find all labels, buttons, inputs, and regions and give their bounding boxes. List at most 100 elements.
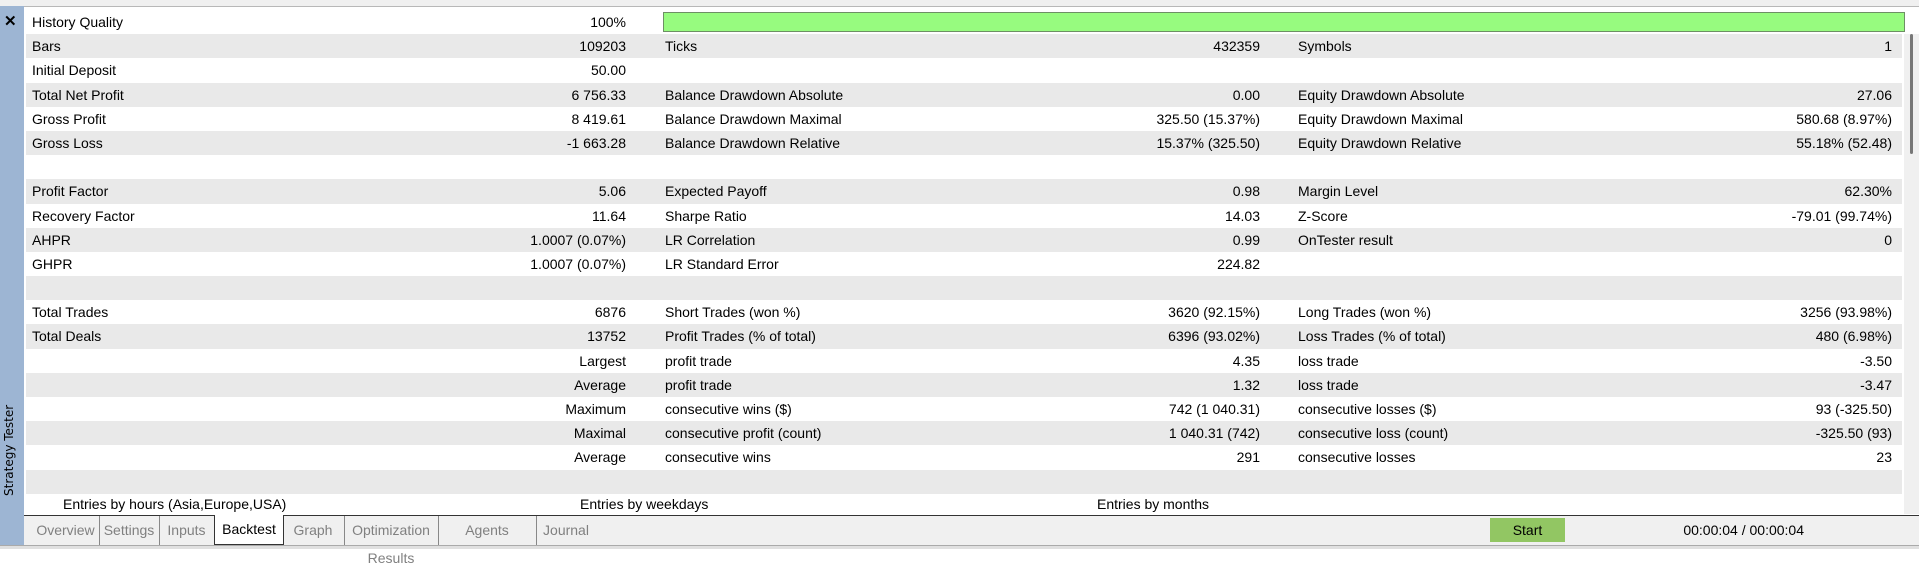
tab-graph[interactable]: Graph	[282, 516, 345, 545]
report-row: Maximum consecutive wins ($) 742 (1 040.31…	[26, 397, 1902, 421]
start-button[interactable]: Start	[1490, 518, 1565, 542]
stat-value: -3.50	[1860, 352, 1892, 369]
report-row: Initial Deposit 50.00	[26, 58, 1902, 82]
stat-value: -79.01 (99.74%)	[1791, 207, 1892, 224]
stat-value: 480 (6.98%)	[1815, 328, 1892, 345]
stat-value: 11.64	[592, 207, 626, 224]
entries-by-months-heading: Entries by months	[1097, 496, 1210, 512]
stat-label: Short Trades (won %)	[665, 304, 801, 321]
stat-value: 50.00	[590, 62, 626, 79]
stat-label: Profit Trades (% of total)	[665, 328, 816, 345]
stat-value: 1 040.31 (742)	[1168, 425, 1260, 442]
stat-label: Expected Payoff	[665, 183, 767, 200]
stat-value: 3256 (93.98%)	[1800, 304, 1892, 321]
tab-settings[interactable]: Settings	[99, 516, 160, 545]
stat-value: -3.47	[1860, 376, 1892, 393]
stat-value: Average	[574, 376, 626, 393]
stat-value: 0	[1884, 231, 1892, 248]
tab-overview[interactable]: Overview	[32, 516, 100, 545]
stat-label: Bars	[32, 38, 61, 55]
stat-value: 27.06	[1856, 86, 1892, 103]
stat-label: Balance Drawdown Absolute	[665, 86, 844, 103]
stat-value: 3620 (92.15%)	[1168, 304, 1260, 321]
report-row: GHPR 1.0007 (0.07%) LR Standard Error 224.8…	[26, 252, 1902, 276]
report-row	[26, 276, 1902, 301]
tab-optimization-results[interactable]: Optimization Results	[344, 516, 439, 566]
stat-value: 224.82	[1217, 255, 1260, 272]
scrollbar-thumb[interactable]	[1910, 34, 1913, 154]
stat-value: 0.98	[1232, 183, 1260, 200]
tab-backtest[interactable]: Backtest	[214, 515, 284, 545]
stat-label: Gross Loss	[32, 134, 103, 151]
stat-label: Total Deals	[32, 328, 102, 345]
stat-label: consecutive wins ($)	[665, 401, 792, 417]
report-row: Average profit trade 1.32 loss trade -3.47	[26, 372, 1902, 397]
stat-value: 580.68 (8.97%)	[1796, 110, 1892, 127]
stat-value: 62.30%	[1844, 183, 1892, 200]
stat-label: Symbols	[1298, 38, 1352, 55]
bottom-border	[0, 545, 1919, 549]
stat-value: 0.00	[1232, 86, 1260, 103]
stat-label: Balance Drawdown Relative	[665, 134, 841, 151]
stat-label: Total Trades	[32, 304, 109, 321]
stat-label: GHPR	[32, 255, 73, 272]
stat-label: LR Correlation	[665, 231, 756, 248]
stat-value: 1.0007 (0.07%)	[530, 231, 626, 248]
stat-label: profit trade	[665, 376, 732, 393]
stat-label: Margin Level	[1298, 183, 1379, 200]
stat-label: consecutive losses ($)	[1298, 401, 1437, 417]
report-row: Total Trades 6876 Short Trades (won %) 3620…	[26, 300, 1902, 324]
stat-label: Ticks	[665, 38, 698, 55]
tab-inputs[interactable]: Inputs	[167, 522, 206, 538]
stat-value: 4.35	[1232, 352, 1260, 369]
stat-label: Equity Drawdown Maximal	[1298, 110, 1463, 127]
stat-value: 8 419.61	[571, 110, 627, 127]
stat-label: Balance Drawdown Maximal	[665, 110, 842, 127]
stat-value: 0.99	[1232, 231, 1260, 248]
elapsed-timer: 00:00:04 / 00:00:04	[1683, 522, 1804, 538]
stat-label: Loss Trades (% of total)	[1298, 328, 1446, 345]
stat-value: Maximum	[565, 401, 626, 417]
stat-value: 14.03	[1224, 207, 1260, 224]
history-quality-label: History Quality	[32, 14, 124, 30]
stat-value: 23	[1876, 449, 1892, 466]
stat-value: 6396 (93.02%)	[1168, 328, 1260, 345]
stat-value: 1.32	[1232, 376, 1260, 393]
tab-journal[interactable]: Journal	[543, 522, 589, 538]
report-row: Largest profit trade 4.35 loss trade -3.50	[26, 349, 1902, 373]
stat-label: OnTester result	[1298, 231, 1393, 248]
report-row	[26, 155, 1902, 179]
report-row: Total Net Profit 6 756.33 Balance Drawdown…	[26, 82, 1902, 107]
history-quality-value: 100%	[590, 14, 626, 30]
tab-bar: Overview Settings Inputs Backtest Graph Optim…	[24, 515, 1919, 566]
chart-headings: Entries by hours (Asia,Europe,USA) Entri…	[26, 496, 1902, 514]
stat-label: consecutive losses	[1298, 449, 1416, 466]
history-quality-bar	[663, 12, 1905, 32]
stat-value: Maximal	[573, 425, 626, 442]
backtest-report: History Quality 100% Bars 109203 Ticks 4323…	[26, 10, 1905, 494]
stat-label: loss trade	[1298, 352, 1359, 369]
stat-value: 1.0007 (0.07%)	[530, 255, 626, 272]
stat-label: Gross Profit	[32, 110, 106, 127]
history-quality-row: History Quality 100%	[26, 10, 1905, 34]
report-row: Gross Profit 8 419.61 Balance Drawdown Max…	[26, 107, 1902, 131]
stat-label: consecutive wins	[665, 449, 771, 466]
stat-value: 55.18% (52.48)	[1796, 134, 1892, 151]
stat-label: Profit Factor	[32, 183, 109, 200]
stat-label: Equity Drawdown Relative	[1298, 134, 1462, 151]
stat-label: Initial Deposit	[32, 62, 117, 79]
stat-label: consecutive profit (count)	[665, 425, 822, 442]
tab-agents[interactable]: Agents	[438, 516, 537, 545]
vertical-scrollbar[interactable]	[1904, 34, 1919, 514]
stat-value: -1 663.28	[566, 134, 626, 151]
report-row: Maximal consecutive profit (count) 1 040.3…	[26, 421, 1902, 446]
stat-value: 109203	[579, 38, 626, 55]
stat-value: 742 (1 040.31)	[1168, 401, 1260, 417]
report-row: Gross Loss -1 663.28 Balance Drawdown Rela…	[26, 130, 1902, 156]
stat-value: 6 756.33	[571, 86, 627, 103]
stat-value: Average	[574, 449, 626, 466]
report-row: Bars 109203 Ticks 432359 Symbols 1	[26, 34, 1902, 59]
stat-label: consecutive loss (count)	[1298, 425, 1449, 442]
stat-value: 5.06	[598, 183, 626, 200]
close-icon[interactable]: ✕	[4, 13, 17, 30]
